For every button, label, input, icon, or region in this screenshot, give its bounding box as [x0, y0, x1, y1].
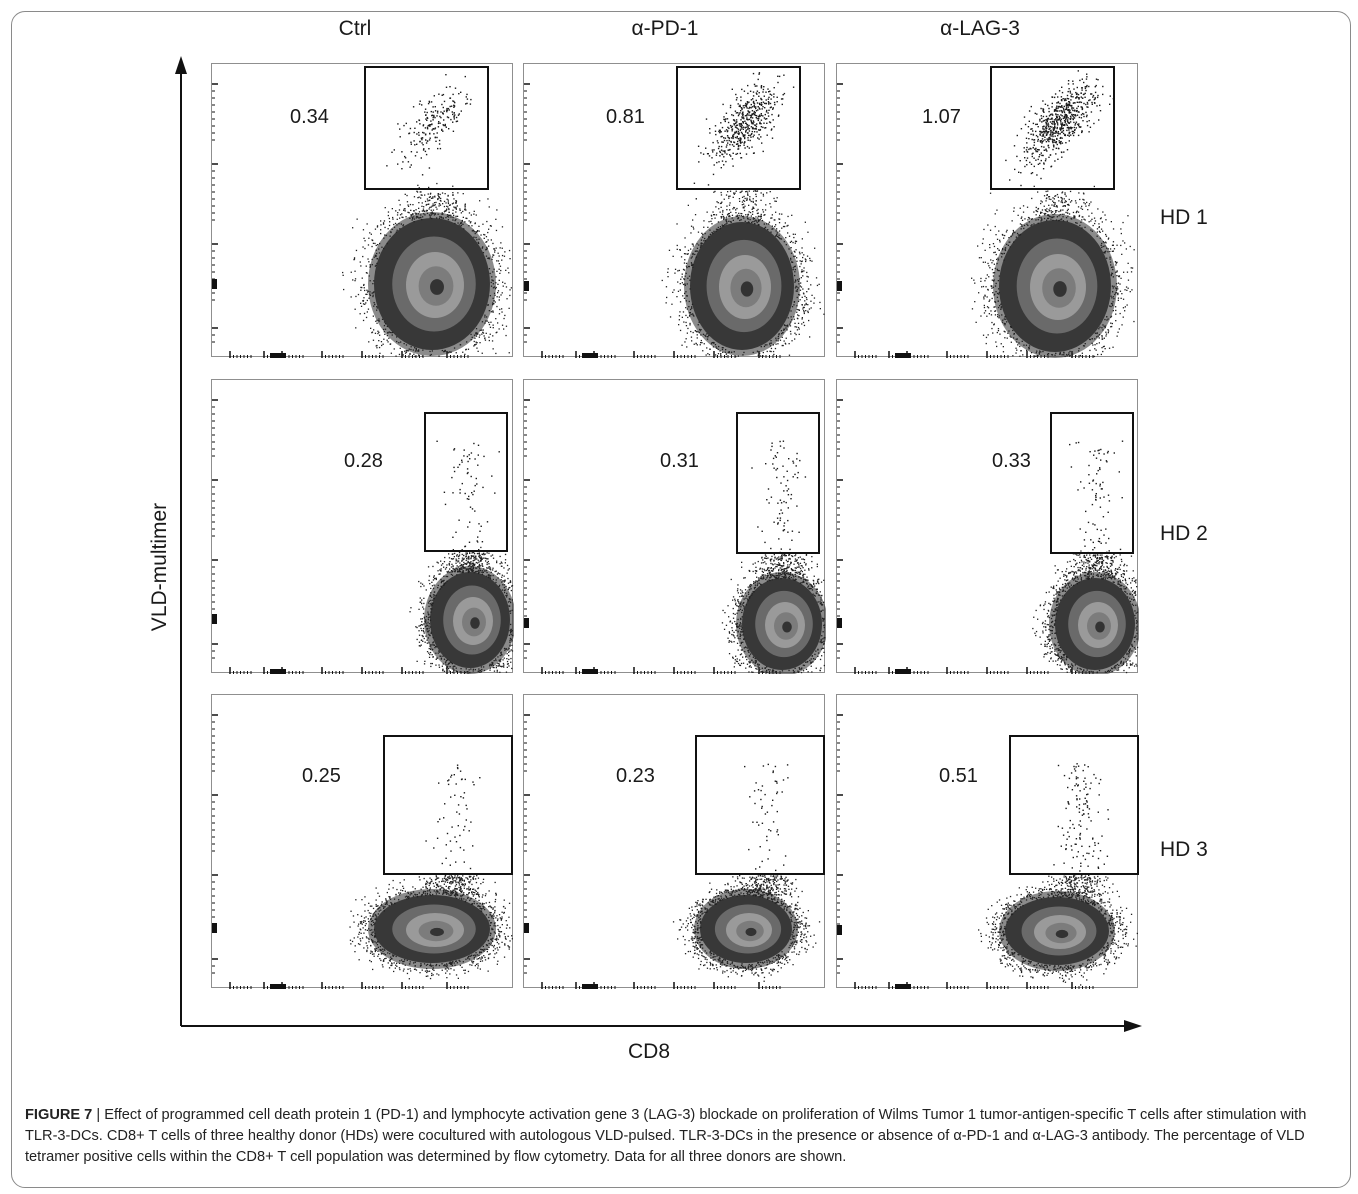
cd8-population — [368, 889, 496, 969]
row-label-hd2: HD 2 — [1160, 522, 1208, 545]
axis-ticks — [212, 399, 469, 674]
cd8-population — [993, 214, 1117, 358]
axis-ticks — [524, 714, 781, 989]
tetramer-gate — [1009, 735, 1139, 875]
cd8-population — [1049, 572, 1139, 674]
flow-plot-hd2-anti-lag3: 0.33 — [836, 379, 1139, 674]
flow-plot-hd1-anti-lag3: 1.07 — [836, 63, 1138, 358]
row-label-hd1: HD 1 — [1160, 206, 1208, 229]
density-plot — [837, 70, 1135, 358]
tetramer-gate — [424, 412, 508, 552]
tetramer-gate — [695, 735, 825, 875]
flow-plot-hd1-anti-pd1: 0.81 — [523, 63, 825, 358]
tetramer-gate — [736, 412, 820, 554]
event-dots — [349, 764, 513, 980]
gate-percentage-label: 0.25 — [302, 765, 341, 787]
cd8-population — [368, 212, 496, 356]
event-dots — [672, 763, 821, 982]
flow-plot-hd2-anti-pd1: 0.31 — [523, 379, 826, 674]
cd8-population — [684, 216, 800, 356]
flow-plot-hd3-anti-pd1: 0.23 — [523, 694, 825, 989]
axis-ticks — [212, 714, 469, 989]
flow-plot-hd3-anti-lag3: 0.51 — [836, 694, 1139, 989]
tetramer-gate — [990, 66, 1115, 190]
density-plot — [837, 714, 1138, 989]
figure-frame — [11, 11, 1351, 1188]
flow-plot-hd2-ctrl: 0.28 — [211, 379, 514, 674]
density-plot — [524, 399, 826, 674]
event-dots — [1032, 440, 1139, 674]
density-plot — [837, 399, 1139, 674]
event-dots — [661, 72, 825, 358]
gate-percentage-label: 0.23 — [616, 765, 655, 787]
event-dots — [342, 74, 512, 358]
density-plot — [524, 72, 825, 358]
density-plot — [212, 74, 512, 358]
density-plot — [212, 714, 513, 989]
column-label-anti-lag3: α-LAG-3 — [940, 17, 1020, 40]
event-dots — [721, 440, 826, 674]
column-label-anti-pd1: α-PD-1 — [631, 17, 699, 40]
gate-percentage-label: 0.51 — [939, 765, 978, 787]
y-axis-label: VLD-multimer — [148, 502, 171, 632]
x-axis-label: CD8 — [628, 1040, 671, 1063]
cd8-population — [694, 889, 798, 969]
gate-percentage-label: 0.33 — [992, 450, 1031, 472]
caption-text: | Effect of programmed cell death protei… — [25, 1107, 1307, 1165]
axis-ticks — [837, 83, 1094, 358]
caption-figure-label: FIGURE 7 — [25, 1107, 93, 1123]
cd8-population — [736, 572, 826, 674]
tetramer-gate — [1050, 412, 1134, 554]
flow-plot-hd3-ctrl: 0.25 — [211, 694, 513, 989]
cd8-population — [999, 891, 1115, 971]
gate-percentage-label: 0.34 — [290, 106, 329, 128]
gate-percentage-label: 1.07 — [922, 106, 961, 128]
event-dots — [409, 440, 514, 674]
axis-ticks — [212, 83, 469, 358]
figure-caption: FIGURE 7 | Effect of programmed cell dea… — [25, 1105, 1335, 1168]
event-dots — [978, 763, 1138, 986]
event-dots — [971, 70, 1135, 358]
axis-ticks — [837, 399, 1094, 674]
gate-percentage-label: 0.31 — [660, 450, 699, 472]
axis-ticks — [837, 714, 1094, 989]
flow-plot-hd1-ctrl: 0.34 — [211, 63, 513, 358]
tetramer-gate — [383, 735, 513, 875]
tetramer-gate — [676, 66, 801, 190]
gate-percentage-label: 0.28 — [344, 450, 383, 472]
row-label-hd3: HD 3 — [1160, 838, 1208, 861]
tetramer-gate — [364, 66, 489, 190]
density-plot — [212, 399, 514, 674]
column-label-ctrl: Ctrl — [338, 17, 372, 40]
density-plot — [524, 714, 821, 989]
cd8-population — [424, 566, 514, 674]
gate-percentage-label: 0.81 — [606, 106, 645, 128]
